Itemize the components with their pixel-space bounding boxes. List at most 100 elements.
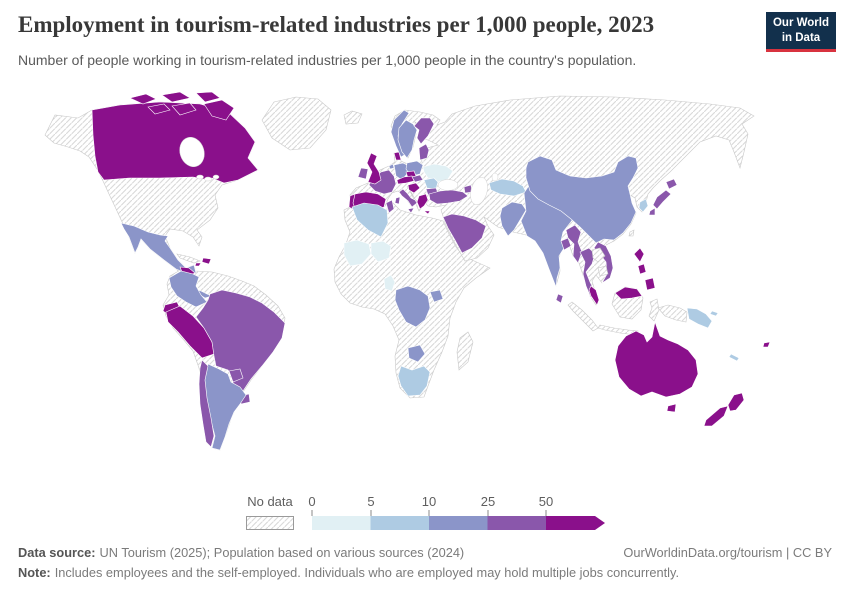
country-fiji[interactable] xyxy=(762,341,771,348)
legend-bin-50-plus[interactable] xyxy=(546,516,605,530)
country-australia[interactable] xyxy=(614,320,699,398)
country-saudi-arabia[interactable] xyxy=(442,213,487,254)
country-romania[interactable] xyxy=(423,177,439,190)
country-canada-island-5[interactable] xyxy=(171,102,197,116)
country-croatia[interactable] xyxy=(407,182,421,194)
country-algeria[interactable] xyxy=(351,202,389,238)
legend-tick-5: 5 xyxy=(367,494,374,509)
country-cameroon[interactable] xyxy=(383,274,396,292)
country-philippines-mindanao[interactable] xyxy=(644,277,656,291)
country-japan-honshu[interactable] xyxy=(652,189,672,210)
country-solomon-islands[interactable] xyxy=(709,310,719,317)
data-source-line: Data source: UN Tourism (2025); Populatio… xyxy=(18,545,464,560)
hudson-bay xyxy=(179,137,205,167)
country-sweden[interactable] xyxy=(397,119,418,159)
country-greece-crete[interactable] xyxy=(423,210,431,215)
country-canada-island-4[interactable] xyxy=(147,103,171,115)
country-bangladesh[interactable] xyxy=(560,237,572,251)
country-china[interactable] xyxy=(525,155,639,244)
country-new-zealand-north[interactable] xyxy=(727,392,745,412)
legend-bin-0-5[interactable] xyxy=(312,516,371,530)
data-source-text: UN Tourism (2025); Population based on v… xyxy=(99,545,465,560)
country-ireland[interactable] xyxy=(357,167,369,180)
legend-bin-10-25[interactable] xyxy=(429,516,488,530)
legend-bin-25-50[interactable] xyxy=(487,516,547,530)
owid-logo-line2: in Data xyxy=(781,31,821,44)
country-ukraine[interactable] xyxy=(422,163,454,183)
country-pakistan[interactable] xyxy=(499,201,527,237)
country-greece[interactable] xyxy=(416,193,429,210)
note-label: Note: xyxy=(18,565,51,580)
country-canada-island-6[interactable] xyxy=(203,99,235,121)
country-netherlands[interactable] xyxy=(388,163,395,170)
country-mali[interactable] xyxy=(343,239,372,267)
legend-tick-25: 25 xyxy=(481,494,495,509)
note-line: Note: Includes employees and the self-emp… xyxy=(18,565,832,580)
landmass-sumatra xyxy=(567,301,599,332)
page-subtitle: Number of people working in tourism-rela… xyxy=(18,52,637,68)
landmass-greenland xyxy=(261,96,332,151)
country-philippines-luzon[interactable] xyxy=(633,247,645,263)
black-sea xyxy=(437,179,459,191)
landmass-cuba xyxy=(176,253,201,264)
country-japan-hokkaido[interactable] xyxy=(665,178,678,190)
country-denmark[interactable] xyxy=(393,151,402,161)
country-italy[interactable] xyxy=(398,188,418,208)
legend-tick-0: 0 xyxy=(308,494,315,509)
page-title: Employment in tourism-related industries… xyxy=(18,12,655,37)
legend-bin-5-10[interactable] xyxy=(370,516,430,530)
country-new-zealand-south[interactable] xyxy=(703,405,729,427)
world-map-svg xyxy=(44,91,771,451)
country-malaysia-peninsula[interactable] xyxy=(588,285,600,306)
country-italy-sicily[interactable] xyxy=(407,207,415,214)
data-source-label: Data source: xyxy=(18,545,96,560)
legend-colorbar: 0 5 10 25 50 xyxy=(308,494,605,530)
country-hungary[interactable] xyxy=(411,174,424,183)
country-uganda[interactable] xyxy=(429,289,444,303)
country-niger[interactable] xyxy=(370,240,392,263)
country-sri-lanka[interactable] xyxy=(555,293,564,304)
landmass-taiwan xyxy=(628,229,635,237)
country-japan-kyushu[interactable] xyxy=(648,207,656,216)
country-chile[interactable] xyxy=(198,359,215,448)
country-united-kingdom[interactable] xyxy=(366,152,382,185)
country-finland[interactable] xyxy=(413,117,435,145)
country-dr-congo[interactable] xyxy=(394,285,431,328)
country-canada-island-2[interactable] xyxy=(161,91,191,103)
great-lake-1 xyxy=(196,174,204,180)
country-south-korea[interactable] xyxy=(638,198,649,213)
country-austria[interactable] xyxy=(396,175,415,185)
caspian-sea xyxy=(470,177,488,205)
credit-line[interactable]: OurWorldinData.org/tourism | CC BY xyxy=(623,545,832,560)
country-canada-island-1[interactable] xyxy=(129,93,157,105)
country-malaysia-borneo[interactable] xyxy=(614,286,643,300)
great-lake-2 xyxy=(204,176,212,182)
country-philippines-visayas[interactable] xyxy=(637,263,647,275)
landmass-madagascar xyxy=(456,331,474,371)
country-tunisia[interactable] xyxy=(385,199,395,214)
country-canada[interactable] xyxy=(91,101,259,184)
country-italy-sardinia[interactable] xyxy=(394,196,401,205)
country-colombia[interactable] xyxy=(168,270,208,308)
legend-tick-50: 50 xyxy=(539,494,553,509)
country-canada-island-3[interactable] xyxy=(195,91,221,103)
country-south-africa[interactable] xyxy=(397,365,431,397)
owid-logo-line1: Our World xyxy=(772,17,829,29)
country-papua-new-guinea[interactable] xyxy=(686,307,713,329)
world-map[interactable] xyxy=(0,90,850,492)
country-australia-tasmania[interactable] xyxy=(666,403,677,413)
legend-tick-10: 10 xyxy=(422,494,436,509)
country-dominican-republic[interactable] xyxy=(201,257,212,265)
aral-sea xyxy=(491,172,499,182)
note-text: Includes employees and the self-employed… xyxy=(54,565,680,580)
owid-logo: Our World in Data xyxy=(766,12,836,52)
country-myanmar[interactable] xyxy=(565,224,583,264)
country-paraguay[interactable] xyxy=(228,368,244,383)
country-new-caledonia[interactable] xyxy=(728,353,740,362)
country-baltic-states[interactable] xyxy=(418,143,430,161)
country-jamaica[interactable] xyxy=(194,262,202,267)
landmass-iceland xyxy=(343,110,363,125)
legend-no-data-swatch[interactable] xyxy=(246,516,294,530)
country-botswana[interactable] xyxy=(407,344,426,363)
